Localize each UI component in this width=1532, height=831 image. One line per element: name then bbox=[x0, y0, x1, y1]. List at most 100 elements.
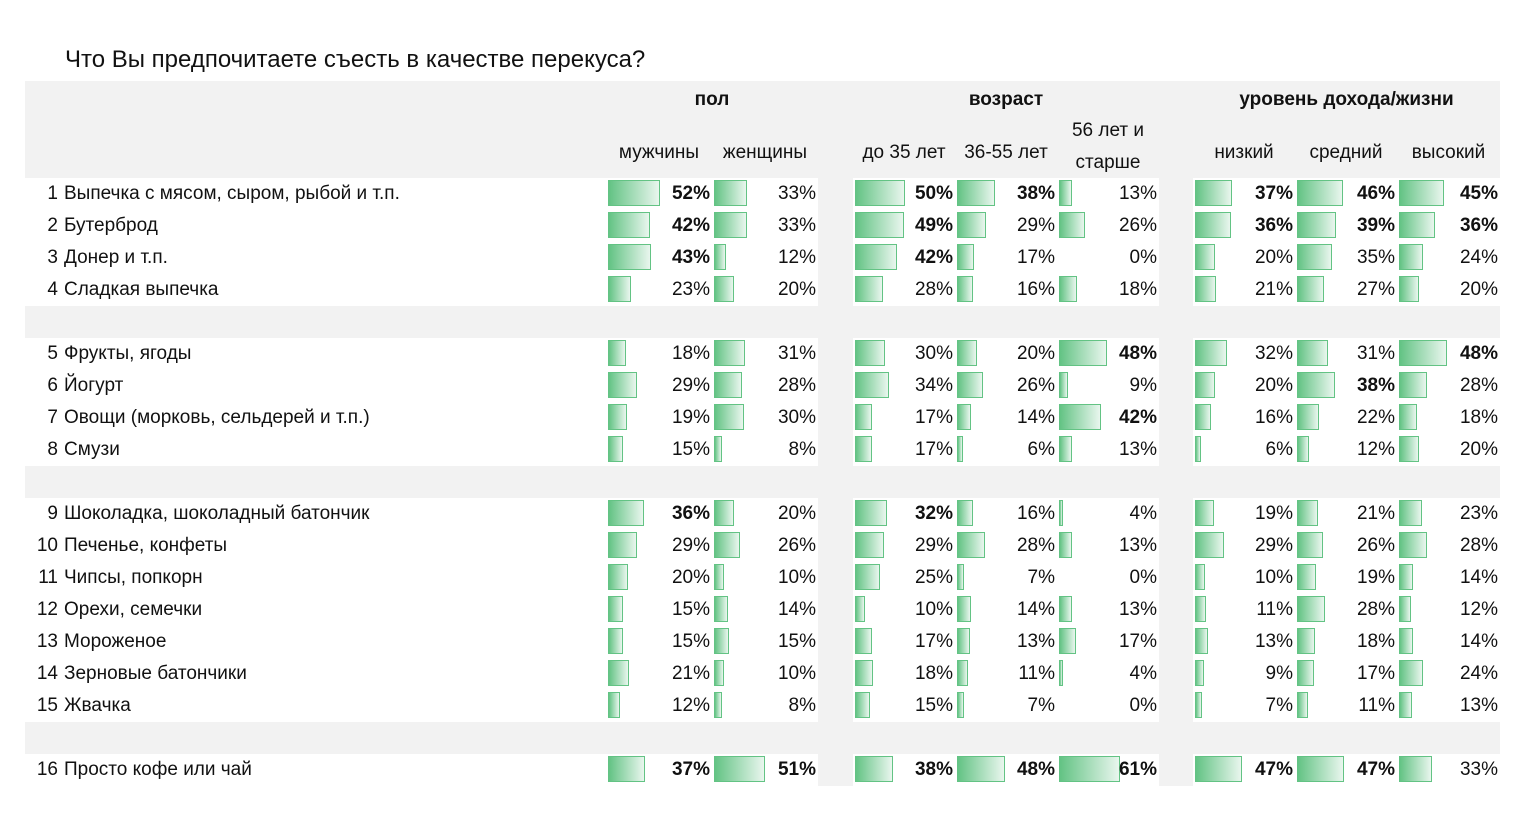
data-bar bbox=[855, 564, 880, 590]
value-cell: 9% bbox=[1193, 658, 1295, 690]
value-cell: 26% bbox=[955, 370, 1057, 402]
value-label: 18% bbox=[1356, 631, 1395, 652]
data-bar bbox=[957, 500, 973, 526]
group-header-income: уровень дохода/жизни bbox=[1239, 89, 1454, 110]
data-bar bbox=[855, 404, 872, 430]
data-bar bbox=[1399, 436, 1419, 462]
value-cell: 9% bbox=[1057, 370, 1159, 402]
value-label: 37% bbox=[1254, 183, 1293, 204]
data-bar bbox=[608, 564, 628, 590]
value-cell: 61% bbox=[1057, 754, 1159, 786]
value-cell: 23% bbox=[1397, 498, 1500, 530]
row-number: 6 bbox=[25, 370, 58, 402]
value-cell: 38% bbox=[955, 178, 1057, 210]
data-bar bbox=[714, 436, 722, 462]
value-label: 38% bbox=[1016, 183, 1055, 204]
value-label: 18% bbox=[1459, 407, 1498, 428]
value-label: 49% bbox=[914, 215, 953, 236]
value-cell: 27% bbox=[1295, 274, 1397, 306]
data-bar bbox=[1399, 244, 1423, 270]
col-header-36-55: 36-55 лет bbox=[964, 142, 1048, 163]
row-number: 14 bbox=[25, 658, 58, 690]
value-label: 33% bbox=[1459, 759, 1498, 780]
value-cell: 29% bbox=[606, 370, 712, 402]
data-bar bbox=[1195, 692, 1202, 718]
value-label: 4% bbox=[1129, 663, 1157, 684]
value-cell: 4% bbox=[1057, 658, 1159, 690]
row-label: Зерновые батончики bbox=[58, 658, 606, 690]
data-bar bbox=[608, 532, 637, 558]
row-label: Шоколадка, шоколадный батончик bbox=[58, 498, 606, 530]
value-label: 13% bbox=[1254, 631, 1293, 652]
value-label: 0% bbox=[1129, 567, 1157, 588]
col-header-56plus: 56 лет и старше bbox=[1071, 120, 1145, 173]
value-label: 48% bbox=[1459, 343, 1498, 364]
row-label: Сладкая выпечка bbox=[58, 274, 606, 306]
value-cell: 13% bbox=[1397, 690, 1500, 722]
value-label: 0% bbox=[1129, 695, 1157, 716]
value-label: 25% bbox=[914, 567, 953, 588]
data-bar bbox=[855, 692, 870, 718]
value-cell: 13% bbox=[1193, 626, 1295, 658]
data-bar bbox=[957, 660, 968, 686]
data-bar bbox=[1297, 180, 1343, 206]
value-cell: 10% bbox=[712, 658, 818, 690]
data-bar bbox=[1297, 244, 1332, 270]
data-bar bbox=[1399, 276, 1419, 302]
data-bar bbox=[1297, 660, 1314, 686]
value-label: 28% bbox=[1356, 599, 1395, 620]
row-number: 7 bbox=[25, 402, 58, 434]
value-cell: 18% bbox=[1397, 402, 1500, 434]
value-label: 20% bbox=[777, 279, 816, 300]
data-bar bbox=[1399, 692, 1412, 718]
table-row: 15 Жвачка 12% 8% 15% 7% 0% 7% 11% 13% bbox=[25, 690, 1500, 722]
value-label: 16% bbox=[1254, 407, 1293, 428]
value-cell: 20% bbox=[606, 562, 712, 594]
value-cell: 50% bbox=[853, 178, 955, 210]
value-label: 38% bbox=[914, 759, 953, 780]
chart-title: Что Вы предпочитаете съесть в качестве п… bbox=[65, 46, 646, 73]
value-label: 14% bbox=[1016, 407, 1055, 428]
value-label: 43% bbox=[671, 247, 710, 268]
value-cell: 6% bbox=[1193, 434, 1295, 466]
data-bar bbox=[608, 340, 626, 366]
value-label: 4% bbox=[1129, 503, 1157, 524]
data-bar bbox=[957, 436, 963, 462]
value-cell: 17% bbox=[853, 434, 955, 466]
value-cell: 10% bbox=[1193, 562, 1295, 594]
value-label: 31% bbox=[1356, 343, 1395, 364]
table-row: 12 Орехи, семечки 15% 14% 10% 14% 13% 11% 28% 12% bbox=[25, 594, 1500, 626]
data-bar bbox=[1195, 532, 1224, 558]
value-label: 42% bbox=[1118, 407, 1157, 428]
value-cell: 18% bbox=[1057, 274, 1159, 306]
data-bar bbox=[714, 500, 734, 526]
value-cell: 14% bbox=[955, 594, 1057, 626]
value-label: 28% bbox=[777, 375, 816, 396]
value-cell: 48% bbox=[1057, 338, 1159, 370]
value-cell: 13% bbox=[1057, 178, 1159, 210]
value-cell: 0% bbox=[1057, 562, 1159, 594]
data-bar bbox=[957, 404, 971, 430]
data-bar bbox=[1195, 244, 1215, 270]
data-bar bbox=[714, 340, 745, 366]
value-label: 8% bbox=[788, 695, 816, 716]
value-label: 15% bbox=[671, 631, 710, 652]
data-bar bbox=[1059, 596, 1072, 622]
value-label: 12% bbox=[671, 695, 710, 716]
row-number: 5 bbox=[25, 338, 58, 370]
data-bar bbox=[714, 212, 747, 238]
value-label: 21% bbox=[1254, 279, 1293, 300]
table-row: 10 Печенье, конфеты 29% 26% 29% 28% 13% 29% 26% 2… bbox=[25, 530, 1500, 562]
value-cell: 32% bbox=[853, 498, 955, 530]
data-bar bbox=[855, 180, 905, 206]
data-bar bbox=[1059, 276, 1077, 302]
data-bar bbox=[1195, 372, 1215, 398]
value-label: 20% bbox=[1016, 343, 1055, 364]
value-cell: 19% bbox=[606, 402, 712, 434]
value-label: 13% bbox=[1459, 695, 1498, 716]
table-row: 5 Фрукты, ягоды 18% 31% 30% 20% 48% 32% 31% 48% bbox=[25, 338, 1500, 370]
value-label: 30% bbox=[777, 407, 816, 428]
value-label: 28% bbox=[1016, 535, 1055, 556]
data-bar bbox=[1297, 212, 1336, 238]
value-cell: 35% bbox=[1295, 242, 1397, 274]
